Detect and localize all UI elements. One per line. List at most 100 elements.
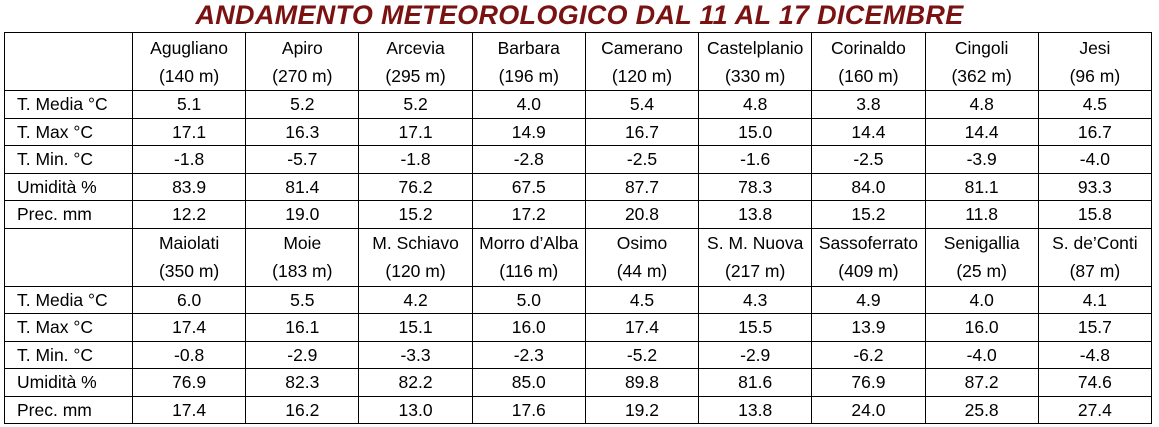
value-cell: -2.5: [811, 145, 926, 174]
value-cell: 15.1: [358, 313, 473, 342]
data-row: T. Max °C 17.1 16.3 17.1 14.9 16.7 15.0 14.4 14.…: [4, 117, 1153, 146]
value-cell: 17.1: [131, 117, 247, 146]
data-row: T. Min. °C -1.8 -5.7 -1.8 -2.8 -2.5 -1.6 -2.5 -3…: [4, 145, 1153, 174]
station-name: Corinaldo: [830, 37, 906, 58]
value-cell: 24.0: [811, 395, 926, 424]
value-cell: 82.3: [245, 368, 360, 397]
value-cell: 11.8: [924, 200, 1039, 229]
station-altitude: (295 m): [385, 65, 446, 86]
value-cell: -0.8: [131, 340, 247, 369]
row-label: T. Min. °C: [4, 340, 133, 369]
value-cell: 87.2: [924, 368, 1039, 397]
value-cell: 17.4: [584, 313, 700, 342]
value-cell: 81.4: [245, 172, 360, 201]
station-cell: Cingoli (362 m): [924, 32, 1039, 91]
station-cell: M. Schiavo (120 m): [358, 227, 473, 287]
row-label: T. Media °C: [4, 90, 133, 119]
station-name: Senigallia: [943, 233, 1020, 253]
value-cell: -4.8: [1037, 340, 1153, 369]
data-row: Prec. mm 17.4 16.2 13.0 17.6 19.2 13.8 24.0 25.8…: [4, 395, 1153, 424]
value-cell: 74.6: [1037, 368, 1153, 397]
value-cell: 81.1: [924, 172, 1039, 201]
header-row: Maiolati (350 m) Moie (183 m) M. Schiavo (120…: [4, 227, 1153, 287]
value-cell: 17.4: [131, 395, 247, 424]
value-cell: 4.9: [811, 285, 926, 314]
value-cell: 14.4: [924, 117, 1039, 146]
value-cell: 76.9: [811, 368, 926, 397]
value-cell: -2.3: [471, 340, 586, 369]
station-name: Morro d’Alba: [479, 233, 579, 253]
station-name: Castelplanio: [707, 37, 804, 58]
value-cell: 5.2: [358, 90, 473, 119]
station-cell: Camerano (120 m): [584, 32, 700, 91]
value-cell: 82.2: [358, 368, 473, 397]
station-altitude: (87 m): [1069, 261, 1121, 281]
station-altitude: (96 m): [1069, 65, 1121, 86]
value-cell: -1.8: [131, 145, 247, 174]
value-cell: -3.3: [358, 340, 473, 369]
value-cell: -5.2: [584, 340, 700, 369]
station-altitude: (270 m): [272, 65, 333, 86]
station-altitude: (44 m): [616, 261, 668, 281]
station-cell: Castelplanio (330 m): [698, 32, 813, 91]
value-cell: -2.9: [245, 340, 360, 369]
row-label: Umidità %: [4, 172, 133, 201]
value-cell: 16.0: [924, 313, 1039, 342]
station-cell: Senigallia (25 m): [924, 227, 1039, 287]
value-cell: 76.2: [358, 172, 473, 201]
value-cell: 4.3: [698, 285, 813, 314]
value-cell: 4.1: [1037, 285, 1153, 314]
station-cell: Arcevia (295 m): [358, 32, 473, 91]
station-name: Cingoli: [954, 37, 1009, 58]
value-cell: 16.0: [471, 313, 586, 342]
station-name: Arcevia: [386, 37, 445, 58]
value-cell: 15.5: [698, 313, 813, 342]
value-cell: 76.9: [131, 368, 247, 397]
data-row: T. Min. °C -0.8 -2.9 -3.3 -2.3 -5.2 -2.9 -6.2 -4…: [4, 340, 1153, 369]
data-row: T. Media °C 5.1 5.2 5.2 4.0 5.4 4.8 3.8 4.8 4.5: [4, 90, 1153, 119]
value-cell: -1.8: [358, 145, 473, 174]
value-cell: 5.4: [584, 90, 700, 119]
value-cell: 12.2: [131, 200, 247, 229]
row-label: Prec. mm: [4, 395, 133, 424]
value-cell: 87.7: [584, 172, 700, 201]
value-cell: -5.7: [245, 145, 360, 174]
value-cell: 13.9: [811, 313, 926, 342]
value-cell: -3.9: [924, 145, 1039, 174]
station-altitude: (330 m): [725, 65, 786, 86]
station-cell: Apiro (270 m): [245, 32, 360, 91]
station-name: Sassoferrato: [818, 233, 919, 253]
station-altitude: (120 m): [385, 261, 446, 281]
value-cell: 5.2: [245, 90, 360, 119]
value-cell: 15.0: [698, 117, 813, 146]
value-cell: 4.8: [698, 90, 813, 119]
station-name: M. Schiavo: [372, 233, 459, 253]
value-cell: -1.6: [698, 145, 813, 174]
station-name: Osimo: [616, 233, 668, 253]
value-cell: 16.1: [245, 313, 360, 342]
weather-table: Agugliano (140 m) Apiro (270 m) Arcevia (295 …: [4, 32, 1153, 424]
row-label: T. Max °C: [4, 313, 133, 342]
value-cell: 13.8: [698, 200, 813, 229]
station-altitude: (120 m): [611, 65, 673, 86]
data-row: Umidità % 83.9 81.4 76.2 67.5 87.7 78.3 84.0 81.…: [4, 172, 1153, 201]
row-label: Umidità %: [4, 368, 133, 397]
station-cell: Sassoferrato (409 m): [811, 227, 926, 287]
station-cell: Osimo (44 m): [584, 227, 700, 287]
value-cell: 13.8: [698, 395, 813, 424]
value-cell: 16.3: [245, 117, 360, 146]
station-altitude: (183 m): [272, 261, 333, 281]
value-cell: 4.2: [358, 285, 473, 314]
value-cell: 5.5: [245, 285, 360, 314]
data-row: Prec. mm 12.2 19.0 15.2 17.2 20.8 13.8 15.2 11.8…: [4, 200, 1153, 229]
value-cell: -4.0: [924, 340, 1039, 369]
station-altitude: (409 m): [838, 261, 899, 281]
value-cell: 14.4: [811, 117, 926, 146]
station-altitude: (350 m): [158, 261, 220, 281]
value-cell: 17.4: [131, 313, 247, 342]
value-cell: 20.8: [584, 200, 700, 229]
corner-cell: [4, 32, 133, 91]
value-cell: 84.0: [811, 172, 926, 201]
value-cell: 3.8: [811, 90, 926, 119]
value-cell: 17.6: [471, 395, 586, 424]
